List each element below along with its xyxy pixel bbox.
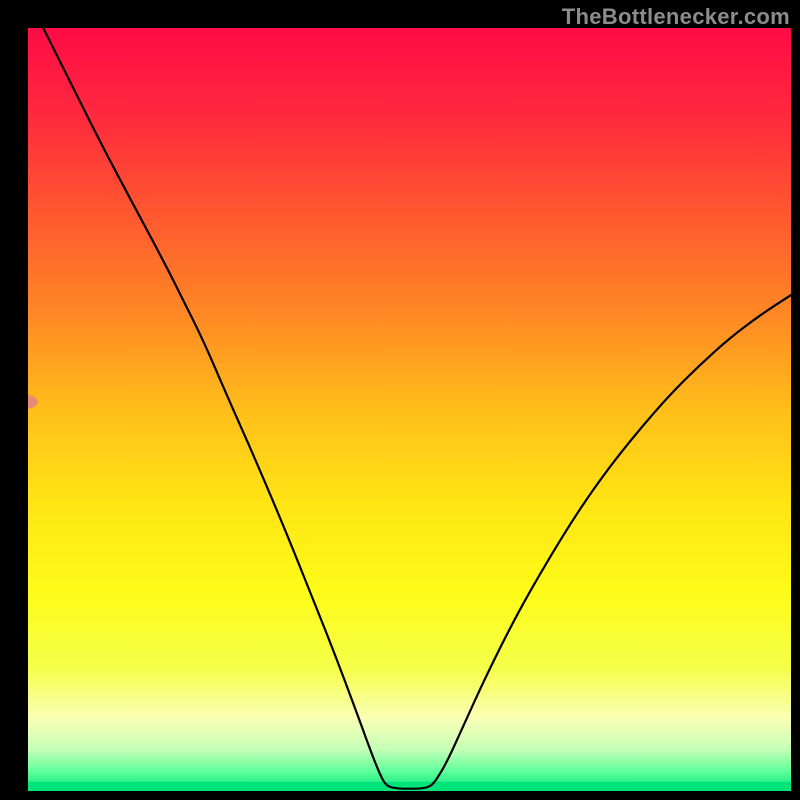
watermark-text: TheBottlenecker.com: [562, 4, 790, 30]
chart-frame: TheBottlenecker.com: [0, 0, 800, 800]
gradient-background: [28, 28, 791, 791]
plot-area: [28, 28, 791, 791]
